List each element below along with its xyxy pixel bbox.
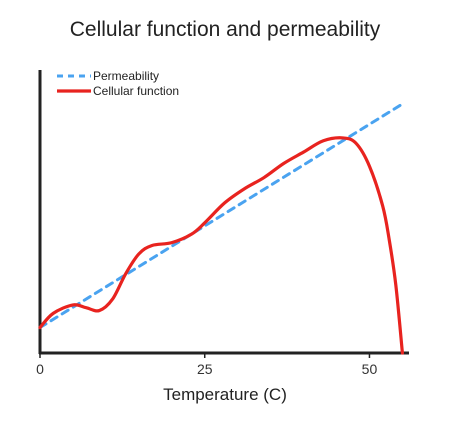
chart-title: Cellular function and permeability xyxy=(69,18,381,41)
legend-label: Cellular function xyxy=(93,84,179,98)
series-line-cellular-function xyxy=(38,136,405,355)
legend-label: Permeability xyxy=(93,69,159,83)
x-axis-label: Temperature (C) xyxy=(163,385,287,404)
series-line-permeability xyxy=(38,102,404,330)
x-tick-label: 25 xyxy=(197,361,213,377)
x-tick-label: 0 xyxy=(36,361,44,377)
x-tick-label: 50 xyxy=(362,361,378,377)
